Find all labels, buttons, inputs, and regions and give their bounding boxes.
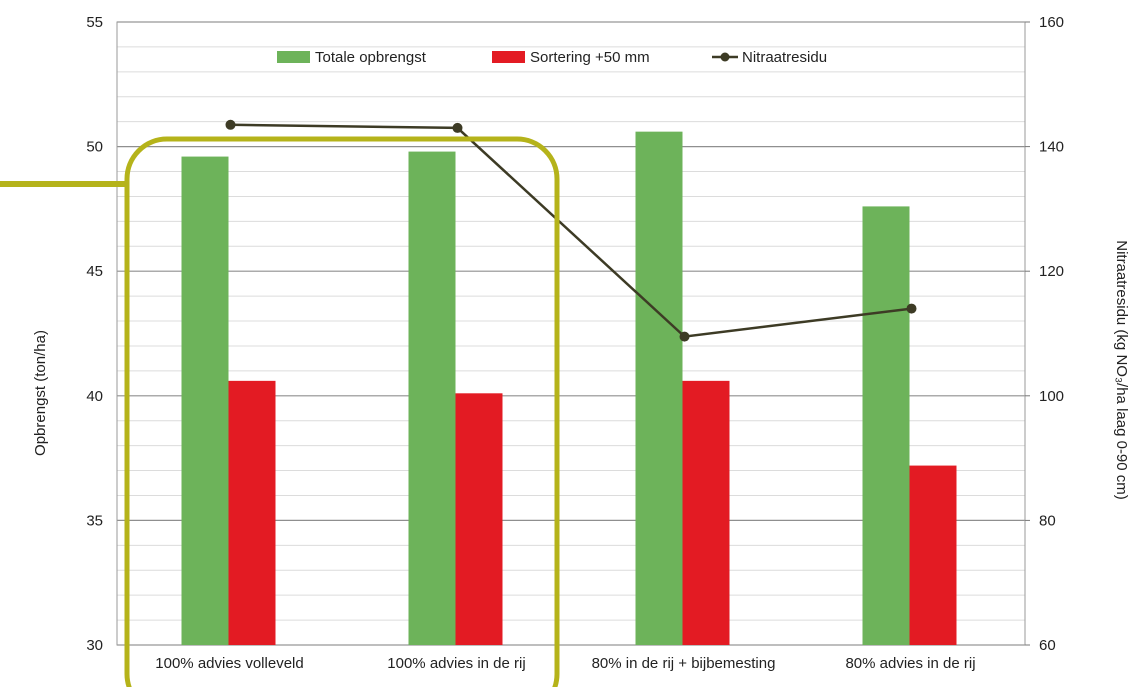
line-nitraatresidu xyxy=(230,123,912,338)
right-axis-ticks: 60 80 100 120 140 160 xyxy=(1025,14,1064,654)
bar-totale-opbrengst-1 xyxy=(408,151,456,646)
bars xyxy=(181,131,957,646)
category-label: 100% advies in de rij xyxy=(387,655,525,672)
left-tick-label: 35 xyxy=(86,512,103,529)
category-label: 100% advies volleveld xyxy=(155,655,303,672)
plot-border xyxy=(116,21,1026,646)
y-axis-title-right: Nitraatresidu (kg NO₃/ha laag 0-90 cm) xyxy=(1113,240,1130,500)
plot-frame xyxy=(116,21,1026,646)
legend-swatch xyxy=(277,51,310,63)
point-nitraatresidu-1 xyxy=(452,122,463,133)
legend-label: Totale opbrengst xyxy=(315,49,427,66)
line-series xyxy=(225,119,917,342)
point-nitraatresidu-0 xyxy=(225,119,236,130)
y-axis-title-left: Opbrengst (ton/ha) xyxy=(32,330,49,456)
right-tick-label: 160 xyxy=(1039,14,1064,31)
category-label: 80% in de rij + bijbemesting xyxy=(592,655,776,672)
bar-sortering-50-mm-0 xyxy=(228,380,276,645)
right-tick-label: 60 xyxy=(1039,637,1056,654)
bar-totale-opbrengst-2 xyxy=(635,131,683,645)
highlight-box xyxy=(124,136,560,687)
left-axis-ticks: 30 35 40 45 50 55 xyxy=(86,14,103,654)
left-tick-label: 30 xyxy=(86,637,103,654)
legend-label: Nitraatresidu xyxy=(742,49,827,66)
legend-label: Sortering +50 mm xyxy=(530,49,650,66)
bar-sortering-50-mm-3 xyxy=(909,465,957,645)
bar-sortering-50-mm-2 xyxy=(682,380,730,645)
category-labels: 100% advies volleveld 100% advies in de r… xyxy=(155,655,975,672)
right-tick-label: 120 xyxy=(1039,263,1064,280)
right-tick-label: 140 xyxy=(1039,139,1064,156)
category-label: 80% advies in de rij xyxy=(845,655,975,672)
legend-marker xyxy=(720,52,730,62)
left-tick-label: 45 xyxy=(86,263,103,280)
right-tick-label: 100 xyxy=(1039,388,1064,405)
bar-totale-opbrengst-3 xyxy=(862,206,910,645)
left-tick-label: 50 xyxy=(86,139,103,156)
legend-swatch xyxy=(492,51,525,63)
legend: Totale opbrengst Sortering +50 mm Nitraatr… xyxy=(277,49,827,66)
highlight-annotation xyxy=(0,136,560,687)
bar-sortering-50-mm-1 xyxy=(455,393,503,645)
right-tick-label: 80 xyxy=(1039,512,1056,529)
left-tick-label: 55 xyxy=(86,14,103,31)
bar-totale-opbrengst-0 xyxy=(181,156,229,645)
left-tick-label: 40 xyxy=(86,388,103,405)
point-nitraatresidu-2 xyxy=(679,331,690,342)
point-nitraatresidu-3 xyxy=(906,303,917,314)
